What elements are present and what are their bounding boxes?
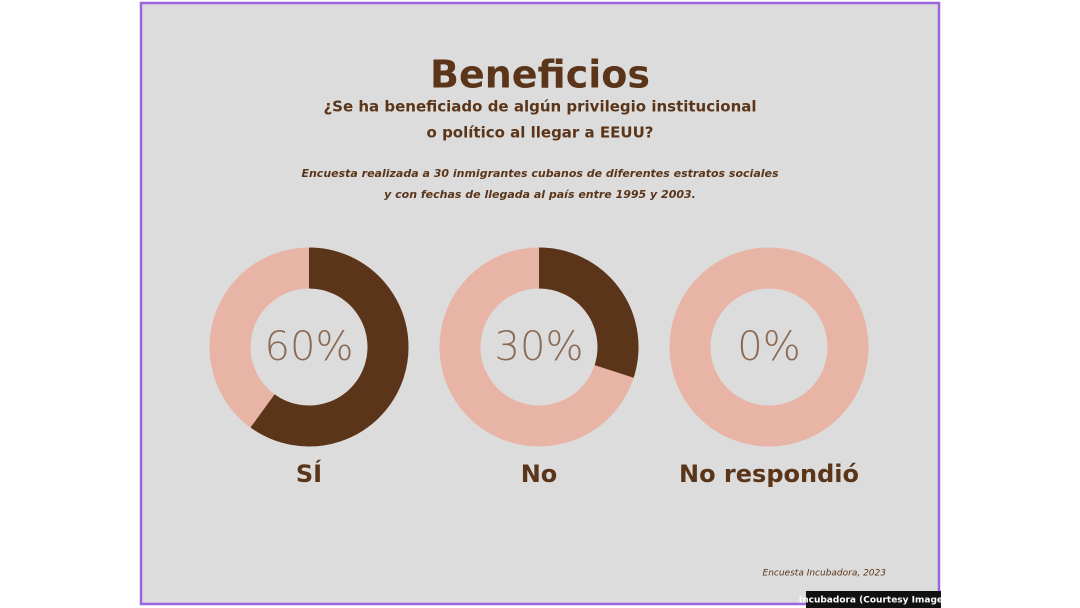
value-label: 0% [737, 324, 800, 370]
subtitle: ¿Se ha beneficiado de algún privilegio i… [323, 98, 756, 116]
donut-track [669, 247, 869, 447]
category-label: No [521, 460, 558, 488]
title: Beneficios [430, 53, 650, 97]
frame [139, 1, 941, 606]
credit: Incubadora (Courtesy Image) [799, 596, 947, 606]
subtitle: o político al llegar a EEUU? [427, 124, 654, 142]
category-label: SÍ [296, 459, 322, 488]
value-label: 30% [495, 324, 584, 370]
source: Encuesta Incubadora, 2023 [763, 569, 887, 579]
note: Encuesta realizada a 30 inmigrantes cuba… [301, 167, 779, 180]
category-label: No respondió [679, 460, 859, 488]
donut-segment [538, 247, 639, 378]
value-label: 60% [265, 324, 354, 370]
credit-box [806, 591, 941, 608]
donut-segment [250, 247, 409, 447]
note: y con fechas de llegada al país entre 19… [384, 188, 696, 201]
